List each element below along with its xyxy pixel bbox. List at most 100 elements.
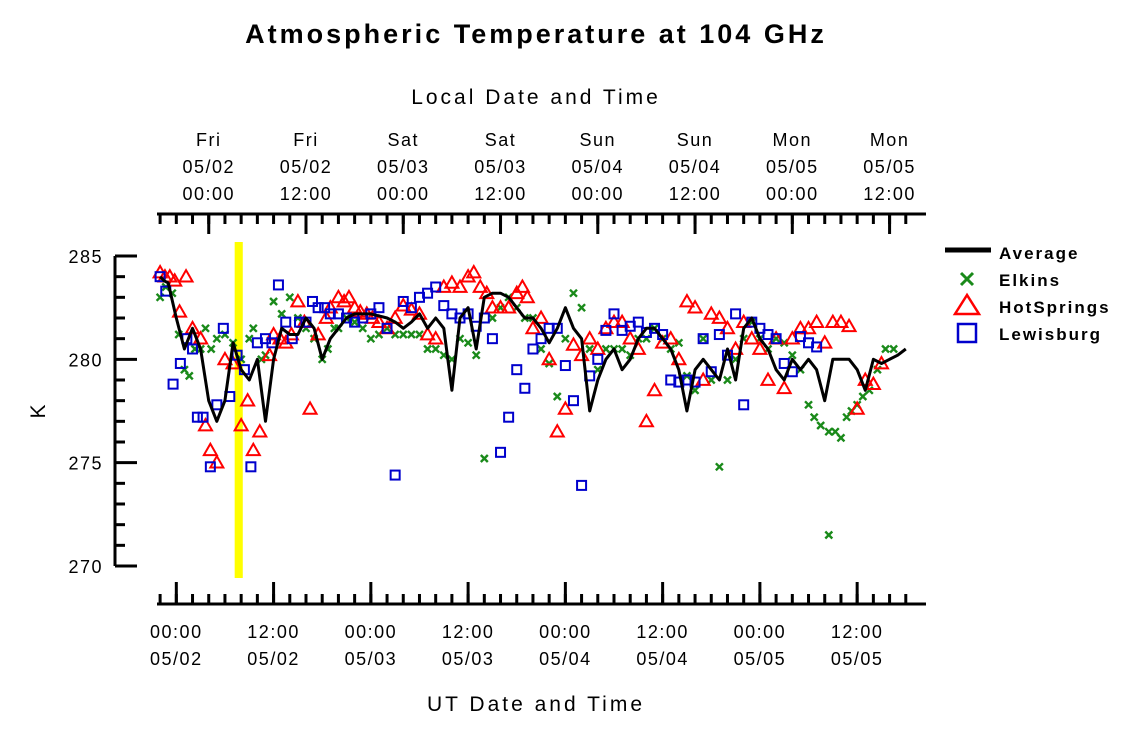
elkins-point [398,330,408,339]
hotsprings-point [540,350,558,366]
bottom-tick-label: 05/05 [831,649,884,669]
hotsprings-point [832,313,850,329]
lewisburg-point [430,281,442,293]
top-tick-label: 12:00 [863,184,916,204]
hotsprings-point [335,292,353,308]
axes [113,212,926,606]
hotsprings-point [514,278,531,293]
elkins-point [184,371,194,381]
top-tick-label: Mon [870,130,910,150]
lewisburg-point [486,333,498,345]
elkins-point [358,323,368,333]
elkins-point [824,427,834,437]
lewisburg-point [373,302,385,314]
lewisburg-point [600,324,612,336]
top-axis-title: Local Date and Time [411,86,661,109]
lewisburg-point [422,287,434,299]
legend-item-lewisburg: Lewisburg [956,322,1102,344]
hotsprings-point [197,416,214,432]
lewisburg-point [811,341,823,353]
elkins-point [277,309,287,319]
hotsprings-point [686,299,704,314]
legend-swatch [959,271,975,287]
elkins-point [269,297,278,306]
hotsprings-point [322,299,339,314]
average-line [159,275,907,423]
elkins-point [536,344,546,354]
bottom-tick-label: 12:00 [247,622,300,642]
elkins-point [787,350,797,360]
top-tick-label: 12:00 [280,184,333,204]
hotsprings-point [277,334,294,349]
hotsprings-point [678,292,696,308]
lewisburg-point [778,357,790,369]
lewisburg-point [187,343,199,355]
bottom-tick-label: 05/05 [734,649,787,669]
top-tick-labels: Fri 05/02 00:00 Fri 05/02 12:00 Sat 05/03 00:00 S… [182,130,916,204]
lewisburg-point [576,479,588,491]
lewisburg-point [503,411,515,423]
elkins-point [407,330,416,339]
top-tick-label: 00:00 [377,184,430,204]
y-axis-title: K [27,401,50,418]
elkins-point [471,350,481,360]
legend-item-elkins: Elkins [959,271,1059,290]
elkins-point [285,292,295,302]
plot-series [151,264,907,540]
lewisburg-point [567,395,579,407]
lewisburg-point [438,300,450,312]
elkins-point [552,392,562,401]
lewisburg-point [397,295,409,307]
hotsprings-point [565,336,582,351]
hotsprings-point [500,299,517,314]
legend-item-hotsprings: HotSprings [952,292,1111,317]
hotsprings-point [532,309,550,324]
chart-title: Atmospheric Temperature at 104 GHz [245,19,827,49]
top-tick-label: 05/03 [474,157,527,177]
lewisburg-point [730,308,742,320]
lewisburg-point [632,316,644,328]
hotsprings-point [484,299,501,314]
lewisburg-point [211,399,223,411]
hotsprings-point [865,375,882,391]
series-lewisburg [154,271,823,491]
lewisburg-point [713,329,725,341]
lewisburg-point [197,411,209,423]
hotsprings-point [808,313,825,329]
lewisburg-point [272,279,284,291]
lewisburg-point [245,461,257,473]
bottom-tick-label: 00:00 [734,622,787,642]
legend-label: Lewisburg [999,325,1102,344]
bottom-tick-label: 12:00 [636,622,689,642]
lewisburg-point [770,333,782,345]
hotsprings-point [352,303,369,318]
hotsprings-point [251,423,269,438]
hotsprings-point [403,301,420,316]
top-tick-label: 05/02 [280,157,333,177]
elkins-point [423,344,432,354]
hotsprings-point [621,330,639,345]
hotsprings-point [638,412,655,428]
elkins-point [723,375,732,385]
elkins-point [858,392,868,401]
lewisburg-point [217,322,229,334]
legend-label: HotSprings [999,298,1111,317]
lewisburg-point [511,364,523,376]
hotsprings-point [202,441,219,457]
y-tick-label: 285 [68,247,103,267]
bottom-tick-label: 05/03 [442,649,495,669]
legend-swatch [952,292,982,316]
lewisburg-point [319,302,331,314]
hotsprings-point [840,317,858,333]
elkins-point [698,334,708,344]
hotsprings-point [171,303,188,318]
lewisburg-point [551,322,563,334]
lewisburg-point [280,316,292,328]
hotsprings-point [524,319,542,335]
elkins-point [577,303,586,313]
hotsprings-point [419,326,436,341]
hotsprings-point [472,278,489,293]
bottom-tick-label: 05/04 [636,649,689,669]
bottom-tick-label: 05/03 [345,649,398,669]
y-tick-label: 275 [68,454,103,474]
